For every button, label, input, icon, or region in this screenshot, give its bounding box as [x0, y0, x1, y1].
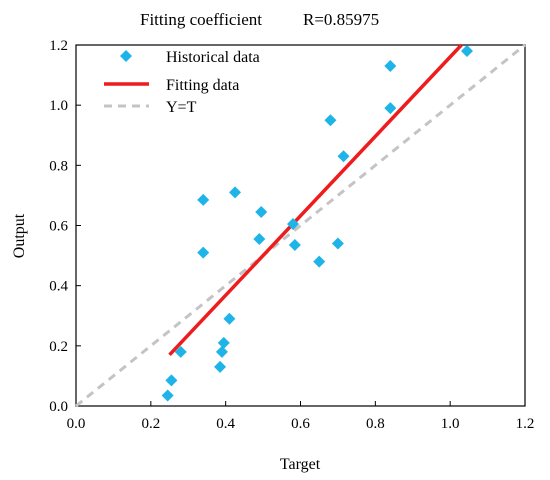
x-tick-label: 0.6 [291, 416, 310, 432]
historical-point [161, 389, 174, 402]
historical-point [331, 237, 344, 250]
data-points [161, 45, 474, 402]
y-tick-label: 1.0 [49, 98, 68, 114]
historical-point [223, 312, 236, 325]
legend-historical-label: Historical data [166, 49, 260, 66]
historical-point [217, 336, 230, 349]
x-tick-label: 1.2 [516, 416, 535, 432]
historical-point [384, 60, 397, 73]
historical-point [461, 45, 474, 58]
axis-ticks: 0.0 0.2 0.4 0.6 0.8 1.0 1.2 0.0 0.2 0.4 0.6 0.8 1.0 1… [49, 38, 534, 432]
y-tick-label: 1.2 [49, 38, 68, 54]
x-tick-label: 1.0 [441, 416, 460, 432]
historical-point [287, 217, 300, 230]
y-tick-label: 0.0 [49, 399, 68, 415]
x-tick-label: 0.4 [216, 416, 235, 432]
y-tick-label: 0.4 [49, 279, 68, 295]
fit-lines [75, 43, 526, 408]
fitting-line [168, 43, 463, 357]
legend: Historical data Fitting data Y=T [104, 49, 260, 116]
historical-point [337, 150, 350, 163]
chart-annotation: R=0.85975 [303, 10, 379, 29]
historical-point [255, 205, 268, 218]
historical-point [215, 345, 228, 358]
historical-point [324, 114, 337, 127]
legend-identity-label: Y=T [166, 99, 197, 116]
historical-point [384, 102, 397, 115]
historical-point [313, 255, 326, 268]
historical-point [288, 239, 301, 252]
x-tick-label: 0.8 [366, 416, 385, 432]
historical-point [174, 345, 187, 358]
historical-point [214, 360, 227, 373]
historical-point [197, 246, 210, 259]
historical-point [253, 233, 266, 246]
historical-point [165, 374, 178, 387]
legend-fitting-label: Fitting data [166, 77, 239, 94]
y-axis-title: Output [11, 213, 28, 258]
identity-line [75, 43, 526, 408]
x-tick-label: 0.2 [141, 416, 160, 432]
chart-title: Fitting coefficient [140, 10, 262, 29]
legend-historical-marker [120, 50, 132, 62]
y-tick-label: 0.8 [49, 158, 68, 174]
historical-point [197, 193, 210, 206]
y-tick-label: 0.6 [49, 219, 68, 235]
x-axis-title: Target [280, 456, 321, 473]
y-tick-label: 0.2 [49, 339, 68, 355]
x-tick-label: 0.0 [67, 416, 86, 432]
historical-point [229, 186, 242, 199]
